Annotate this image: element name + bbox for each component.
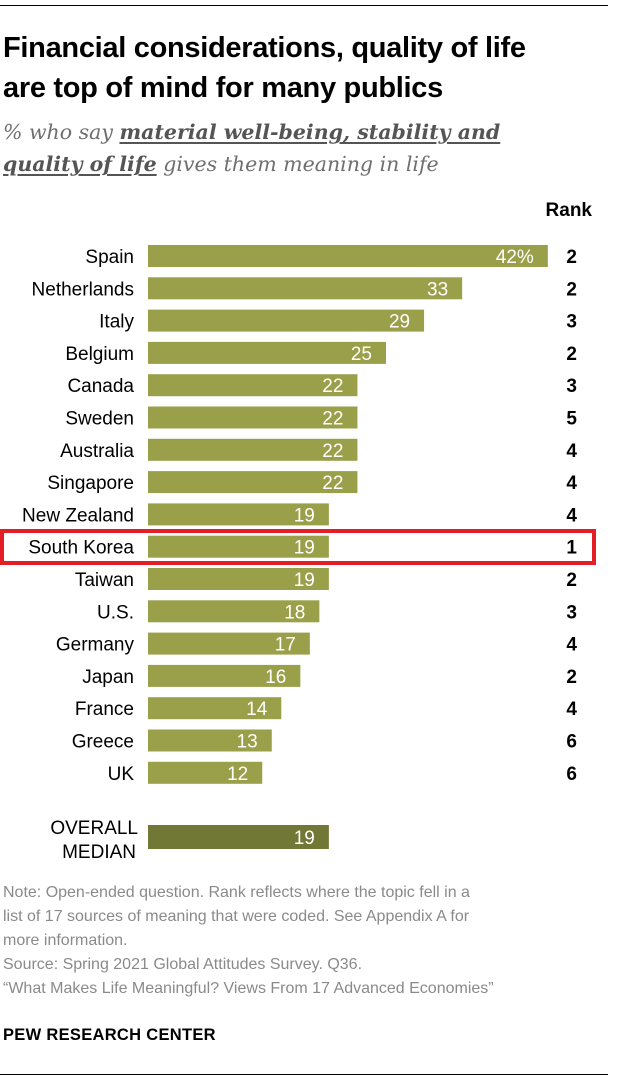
- category-label: Taiwan: [75, 570, 134, 591]
- bar-value-label: 12: [227, 764, 248, 785]
- bar-value-label: 16: [265, 667, 286, 688]
- bar-value-label: 25: [351, 344, 372, 365]
- bar-value-label: 14: [246, 699, 268, 720]
- title-line-1: Financial considerations, quality of lif…: [3, 32, 526, 64]
- category-label: Spain: [85, 247, 134, 268]
- category-label: Canada: [67, 376, 134, 397]
- category-label: Singapore: [47, 473, 134, 494]
- chart-subtitle: % who say material well-being, stability…: [3, 116, 603, 180]
- rank-value: 6: [566, 764, 577, 785]
- bar: [148, 535, 329, 558]
- bar: [148, 277, 463, 300]
- rank-value: 4: [566, 699, 577, 720]
- bar: [148, 697, 282, 720]
- bar-value-label: 22: [322, 376, 343, 397]
- title-line-2: are top of mind for many publics: [3, 72, 443, 104]
- subtitle-emphasis-1: material well-being, stability and: [119, 120, 501, 144]
- category-label: South Korea: [28, 538, 134, 559]
- category-label: Greece: [72, 732, 134, 753]
- rank-value: 1: [566, 538, 577, 559]
- category-label: U.S.: [97, 602, 134, 623]
- median-label-line-1: OVERALL: [50, 818, 138, 839]
- rank-value: 3: [566, 376, 577, 397]
- bar-value-label: 19: [294, 538, 315, 559]
- rank-value: 4: [566, 441, 577, 462]
- bar: [148, 664, 301, 687]
- note-line-1: Note: Open-ended question. Rank reflects…: [3, 884, 470, 901]
- note-line-3: more information.: [3, 932, 128, 949]
- category-label: Italy: [99, 312, 134, 333]
- bar-value-label: 19: [294, 570, 315, 591]
- rank-value: 3: [566, 602, 577, 623]
- bar-value-label: 33: [427, 279, 448, 300]
- bar-value-label: 17: [275, 635, 296, 656]
- top-rule: [0, 5, 608, 6]
- bar-value-label: 42%: [496, 247, 534, 268]
- bar: [148, 406, 358, 429]
- subtitle-suffix: gives them meaning in life: [163, 152, 439, 176]
- rank-value: 4: [566, 473, 577, 494]
- category-label: Sweden: [65, 409, 134, 430]
- bar: [148, 341, 386, 364]
- rank-value: 6: [566, 732, 577, 753]
- bar-value-label: 29: [389, 312, 410, 333]
- category-label: Netherlands: [32, 279, 134, 300]
- chart-title: Financial considerations, quality of lif…: [3, 28, 603, 108]
- bar: [148, 438, 358, 461]
- median-label-line-2: MEDIAN: [62, 842, 136, 863]
- note-line-2: list of 17 sources of meaning that were …: [3, 908, 470, 925]
- category-label: New Zealand: [22, 505, 134, 526]
- subtitle-emphasis-2: quality of life: [3, 152, 157, 176]
- bar: [148, 761, 263, 784]
- rank-value: 2: [566, 570, 577, 591]
- rank-value: 4: [566, 505, 577, 526]
- rank-column-header: Rank: [545, 200, 592, 221]
- rank-value: 2: [566, 667, 577, 688]
- rank-value: 2: [566, 279, 577, 300]
- category-label: Germany: [56, 635, 135, 656]
- rank-value: 5: [566, 409, 577, 430]
- brand-label: PEW RESEARCH CENTER: [3, 1026, 216, 1044]
- bar: [148, 632, 310, 655]
- source-line: Source: Spring 2021 Global Attitudes Sur…: [3, 956, 363, 973]
- bar: [148, 600, 320, 623]
- bar: [148, 568, 329, 590]
- bottom-rule: [0, 1074, 608, 1075]
- median-value-label: 19: [294, 828, 315, 849]
- rank-value: 4: [566, 635, 577, 656]
- bar-value-label: 19: [294, 505, 315, 526]
- chart-notes: Note: Open-ended question. Rank reflects…: [3, 881, 603, 1001]
- bar: [148, 729, 272, 752]
- bar: [148, 471, 358, 494]
- category-label: Australia: [60, 441, 134, 462]
- category-label: France: [75, 699, 134, 720]
- subtitle-prefix: % who say: [3, 120, 113, 144]
- report-title-line: “What Makes Life Meaningful? Views From …: [3, 980, 494, 997]
- bar: [148, 309, 425, 332]
- bar-value-label: 22: [322, 409, 343, 430]
- category-label: Japan: [82, 667, 134, 688]
- bar: [148, 245, 548, 267]
- rank-value: 2: [566, 344, 577, 365]
- bar-value-label: 22: [322, 441, 343, 462]
- category-label: Belgium: [65, 344, 134, 365]
- median-bar: [148, 825, 329, 849]
- category-label: UK: [108, 764, 135, 785]
- bar-value-label: 18: [284, 602, 305, 623]
- rank-value: 2: [566, 247, 577, 268]
- bar: [148, 503, 329, 526]
- bar-value-label: 13: [237, 732, 258, 753]
- bar-value-label: 22: [322, 473, 343, 494]
- rank-value: 3: [566, 312, 577, 333]
- bar: [148, 374, 358, 397]
